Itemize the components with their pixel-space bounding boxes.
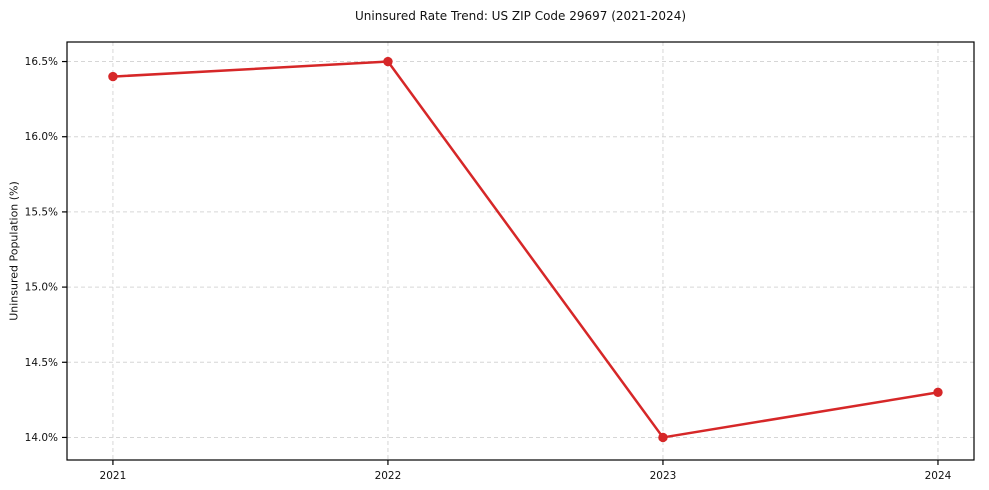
data-point-marker bbox=[658, 432, 668, 443]
y-tick-label: 15.5% bbox=[25, 206, 58, 218]
x-tick-label: 2023 bbox=[650, 470, 677, 482]
x-tick-label: 2022 bbox=[375, 470, 402, 482]
trend-line bbox=[111, 60, 940, 439]
y-tick-label: 14.5% bbox=[25, 357, 58, 369]
data-point-marker bbox=[108, 71, 118, 82]
y-tick-label: 16.0% bbox=[25, 131, 58, 143]
y-tick-label: 16.5% bbox=[25, 56, 58, 68]
data-point-marker bbox=[383, 56, 393, 67]
y-axis-label-text: Uninsured Population (%) bbox=[7, 181, 21, 321]
y-tick-label: 15.0% bbox=[25, 282, 58, 294]
x-tick-label: 2021 bbox=[100, 470, 127, 482]
y-tick-label: 14.0% bbox=[25, 432, 58, 444]
data-point-marker bbox=[933, 387, 943, 398]
chart-title: Uninsured Rate Trend: US ZIP Code 29697 … bbox=[354, 9, 687, 23]
plot-border bbox=[66, 41, 975, 461]
x-tick-label: 2024 bbox=[925, 470, 952, 482]
